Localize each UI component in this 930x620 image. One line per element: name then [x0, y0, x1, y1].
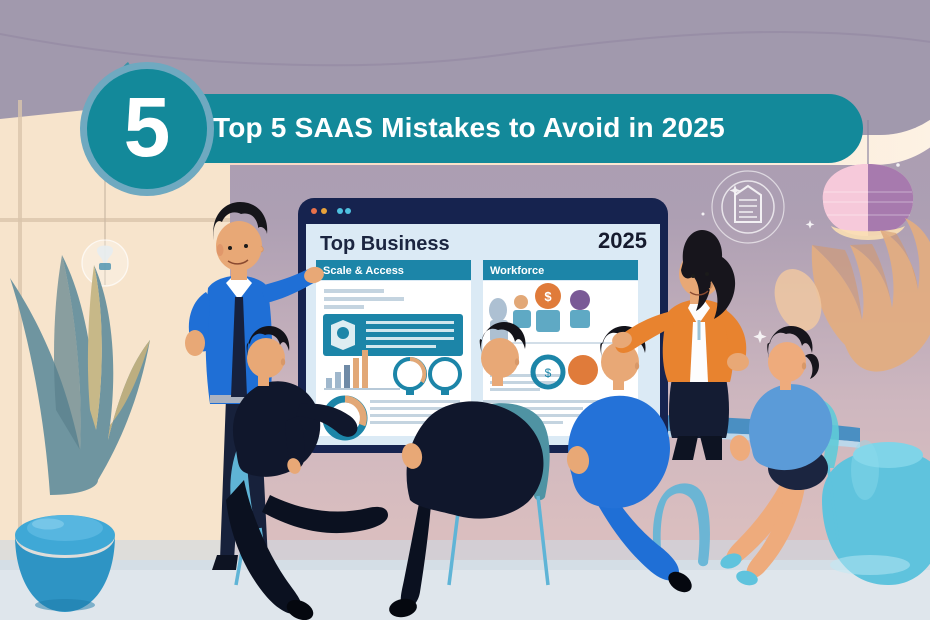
svg-text:2025: 2025	[598, 228, 647, 253]
svg-text:$: $	[545, 366, 552, 380]
svg-text:Top 5 SAAS Mistakes to Avoid i: Top 5 SAAS Mistakes to Avoid in 2025	[213, 112, 725, 143]
svg-text:Workforce: Workforce	[490, 265, 544, 277]
svg-text:Scale & Access: Scale & Access	[323, 265, 404, 277]
svg-text:$: $	[544, 289, 552, 304]
svg-text:Top Business: Top Business	[320, 233, 450, 255]
svg-text:5: 5	[124, 80, 171, 174]
